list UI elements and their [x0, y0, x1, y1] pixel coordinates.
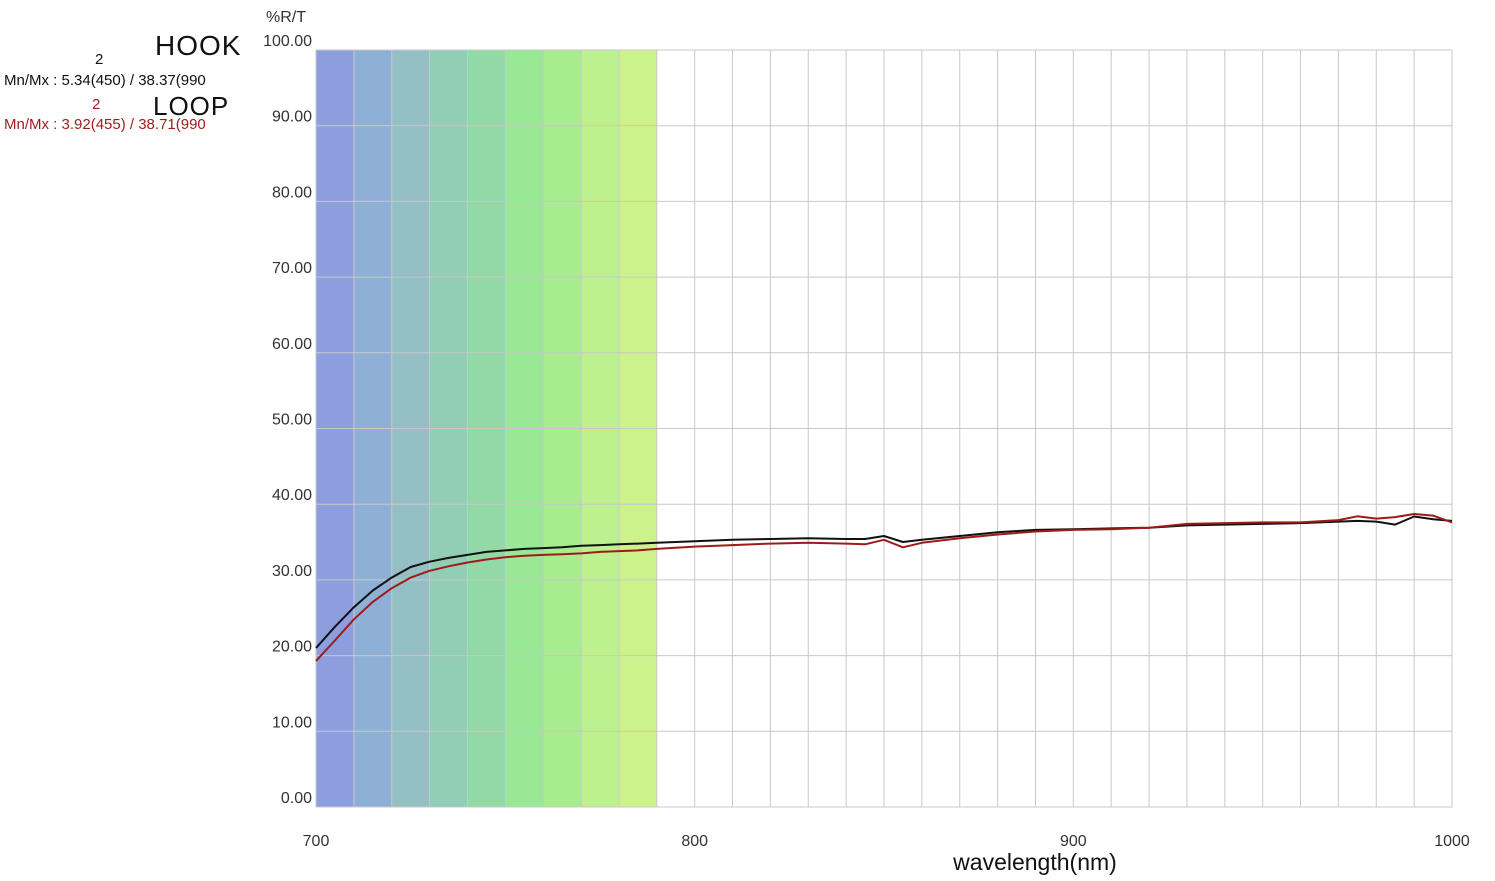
series-lines: [315, 513, 1453, 662]
legend-hook-stats: Mn/Mx : 5.34(450) / 38.37(990: [4, 72, 206, 89]
x-tick-labels: 700 800 900 1000: [303, 833, 1470, 850]
y-tick-label: 10.00: [272, 714, 312, 731]
y-tick-label: 80.00: [272, 184, 312, 201]
x-tick-label: 900: [1060, 833, 1087, 850]
y-tick-label: 0.00: [281, 790, 312, 807]
y-axis-label: %R/T: [266, 9, 306, 26]
y-tick-label: 50.00: [272, 412, 312, 429]
y-tick-label: 40.00: [272, 487, 312, 504]
y-tick-label: 30.00: [272, 563, 312, 580]
x-tick-label: 700: [303, 833, 330, 850]
legend-hook-superscript: 2: [95, 51, 104, 68]
grid-lines: [315, 49, 1453, 808]
legend-loop-superscript: 2: [92, 96, 101, 113]
legend-loop-name: LOOP: [153, 91, 230, 121]
series-line-loop: [315, 513, 1453, 662]
y-tick-labels: 0.00 10.00 20.00 30.00 40.00 50.00 60.00 70.00 8…: [263, 33, 312, 807]
x-tick-label: 800: [681, 833, 708, 850]
x-axis-label: wavelength(nm): [952, 849, 1117, 875]
y-tick-label: 90.00: [272, 109, 312, 126]
y-tick-label: 70.00: [272, 260, 312, 277]
legend-loop-stats: Mn/Mx : 3.92(455) / 38.71(990: [4, 116, 206, 133]
y-tick-label: 60.00: [272, 336, 312, 353]
legend-hook-name: HOOK: [155, 30, 242, 61]
x-tick-label: 1000: [1434, 833, 1470, 850]
y-tick-label: 20.00: [272, 639, 312, 656]
y-tick-label: 100.00: [263, 33, 312, 50]
